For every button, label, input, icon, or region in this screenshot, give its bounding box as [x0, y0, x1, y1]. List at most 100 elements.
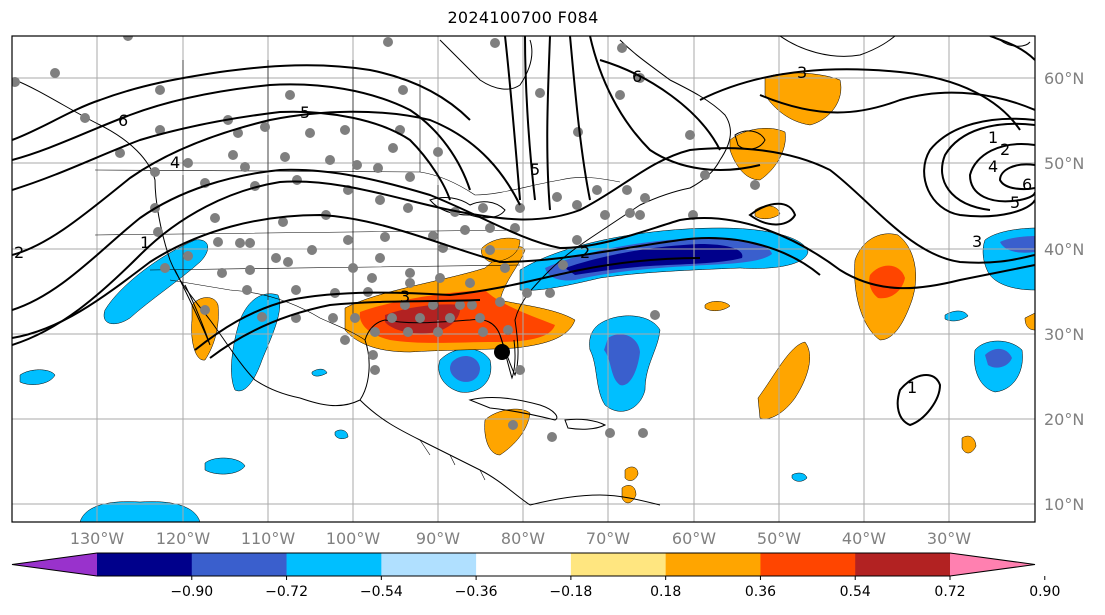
subtropical-negative-core [604, 334, 640, 386]
south-america-north [529, 494, 661, 506]
height-contours [12, 36, 1035, 427]
central-atlantic-positive-core [869, 265, 905, 299]
small-orange-patch [754, 205, 781, 219]
colorbar-segment [286, 553, 382, 576]
greenland-edge [779, 36, 896, 57]
small-orange-patch-3 [621, 485, 637, 504]
lat-label: 20°N [1044, 410, 1084, 429]
mexico-gulf-coast [299, 319, 386, 407]
colorbar-segment [665, 553, 761, 576]
south-atlantic-positive [757, 341, 810, 420]
contour-label: 3 [400, 287, 410, 306]
contour-labels: 6 5 4 3 2 1 6 5 3 2 1 4 6 5 3 1 2 [14, 63, 1032, 397]
colorbar-segment [570, 553, 667, 576]
colorbar-tick-label: 0.90 [1029, 584, 1060, 600]
colorbar-tick-label: −0.54 [360, 584, 403, 600]
colorbar-segment [760, 553, 856, 576]
southeast-negative-core [985, 348, 1012, 368]
colorbar-tick-label: 0.54 [840, 584, 871, 600]
small-orange-patch-4 [704, 301, 731, 311]
colorbar-tick-label: −0.72 [265, 584, 308, 600]
newfoundland-positive [729, 128, 786, 181]
contour-label: 4 [170, 153, 180, 172]
lon-label: 70°W [586, 529, 630, 548]
contour-label: 6 [118, 111, 128, 130]
small-blue-patch-4 [311, 368, 328, 377]
hudson-bay [439, 39, 533, 90]
contour-label: 5 [300, 103, 310, 122]
colorbar-tick-label: 0.72 [934, 584, 965, 600]
lon-label: 110°W [241, 529, 296, 548]
pacific-south-anomaly [204, 457, 246, 475]
state-lines-1 [182, 175, 439, 320]
contour-label: 5 [530, 160, 540, 179]
lat-label: 60°N [1044, 69, 1084, 88]
small-blue-patch [944, 310, 969, 322]
lat-label: 40°N [1044, 240, 1084, 259]
colorbar-low-extend [12, 553, 97, 576]
latitude-labels: 60°N 50°N 40°N 30°N 20°N 10°N [1044, 69, 1084, 514]
contour-label: 3 [797, 63, 807, 82]
hispaniola [564, 418, 607, 430]
contour-label: 2 [1000, 140, 1010, 159]
contour-label: 1 [907, 378, 917, 397]
map-plot-area: 6 5 4 3 2 1 6 5 3 2 1 4 6 5 3 1 2 [12, 36, 1035, 522]
small-blue-patch-3 [334, 429, 349, 439]
canada-provinces [182, 60, 421, 172]
lon-label: 30°W [927, 529, 971, 548]
northeast-positive [481, 237, 521, 263]
colorbar-tick-label: −0.36 [455, 584, 498, 600]
baja-peninsula [174, 269, 211, 346]
colorbar-segment [476, 553, 572, 576]
colorbar-segment [191, 553, 288, 576]
lat-label: 10°N [1044, 495, 1084, 514]
central-america-borders [419, 439, 486, 481]
map-title: 2024100700 F084 [447, 8, 599, 27]
small-blue-patch-2 [791, 472, 808, 482]
mexico-negative-anomaly [231, 293, 280, 392]
gulf-negative-core [450, 356, 480, 382]
hurricane-center-marker [494, 344, 510, 360]
map-frame [11, 35, 1036, 523]
central-america [359, 399, 531, 506]
contour-label: 1 [988, 128, 998, 147]
colorbar-outline [11, 552, 1036, 577]
colorbar: −0.90 −0.72 −0.54 −0.36 −0.18 0.18 0.36 0.54 0.7… [11, 552, 1060, 600]
colorbar-tick-label: −0.18 [549, 584, 592, 600]
contour-label: 6 [632, 67, 642, 86]
us-canada-border [94, 169, 621, 196]
lon-label: 130°W [70, 529, 125, 548]
pacific-small-anomaly [19, 369, 56, 385]
colorbar-tick-label: 0.36 [745, 584, 776, 600]
pacific-bottom-anomaly [79, 501, 201, 522]
lat-label: 50°N [1044, 154, 1084, 173]
observation-stations [12, 36, 760, 442]
east-coast [549, 159, 721, 271]
state-lines-2 [94, 229, 521, 271]
contour-label: 5 [1010, 193, 1020, 212]
lon-label: 80°W [501, 529, 545, 548]
lon-label: 120°W [156, 529, 211, 548]
lon-label: 90°W [416, 529, 460, 548]
small-orange-patch-5 [961, 435, 977, 454]
contour-label: 4 [988, 157, 998, 176]
canada-east [619, 39, 731, 161]
contour-label: 6 [1022, 175, 1032, 194]
colorbar-tick-label: 0.18 [650, 584, 681, 600]
colorbar-segment [381, 553, 477, 576]
colorbar-segment [855, 553, 951, 576]
small-orange-patch-6 [1024, 312, 1035, 331]
contour-label: 3 [972, 232, 982, 251]
lon-label: 50°W [757, 529, 801, 548]
lat-label: 30°N [1044, 325, 1084, 344]
small-orange-patch-2 [624, 466, 639, 481]
colorbar-high-extend [950, 553, 1035, 576]
lon-label: 60°W [672, 529, 716, 548]
lon-label: 40°W [842, 529, 886, 548]
colorbar-segment [97, 553, 193, 576]
contour-label: 1 [140, 233, 150, 252]
contour-label: 2 [580, 243, 590, 262]
pacific-negative-anomaly [103, 239, 208, 325]
colorbar-tick-label: −0.90 [170, 584, 213, 600]
